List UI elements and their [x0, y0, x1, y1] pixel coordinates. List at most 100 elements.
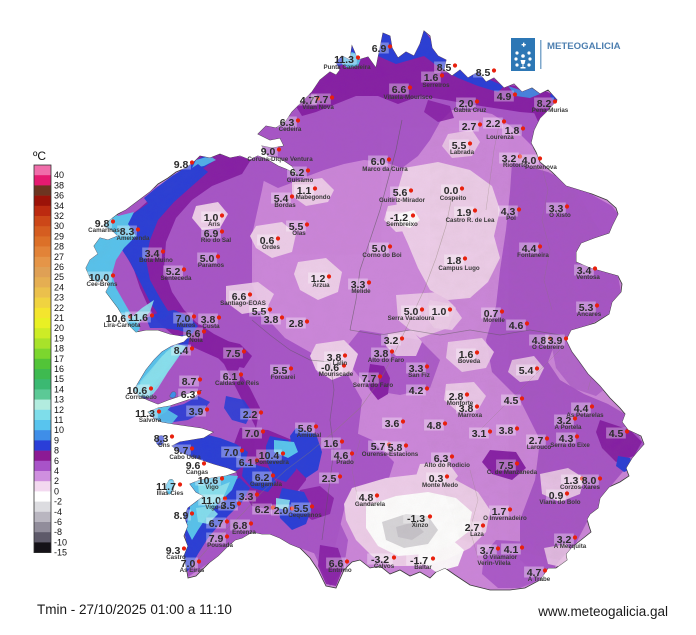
svg-text:Pena Murias: Pena Murias	[532, 107, 569, 114]
svg-text:8.2: 8.2	[537, 98, 552, 110]
svg-text:Cangas: Cangas	[186, 469, 209, 476]
svg-text:Serreiros: Serreiros	[422, 82, 450, 89]
svg-text:4.9: 4.9	[497, 91, 512, 103]
svg-text:9.7: 9.7	[174, 445, 189, 457]
svg-text:6.6: 6.6	[329, 558, 344, 570]
svg-text:6.3: 6.3	[280, 117, 295, 129]
svg-text:4.6: 4.6	[334, 450, 349, 462]
svg-text:Castro R. de Lea: Castro R. de Lea	[446, 217, 495, 224]
svg-text:Muros: Muros	[177, 322, 196, 329]
svg-text:23: 23	[54, 293, 64, 303]
svg-text:1.6: 1.6	[324, 438, 339, 450]
svg-text:36: 36	[54, 191, 64, 201]
svg-text:4.8: 4.8	[359, 492, 374, 504]
svg-text:6.8: 6.8	[233, 520, 248, 532]
svg-text:Cabo Udra: Cabo Udra	[169, 454, 201, 461]
svg-text:5.3: 5.3	[579, 302, 594, 314]
svg-text:3.2: 3.2	[557, 534, 572, 546]
svg-text:38: 38	[54, 180, 64, 190]
svg-text:2.8: 2.8	[449, 391, 464, 403]
svg-text:5.8: 5.8	[388, 442, 403, 454]
svg-text:1.3: 1.3	[564, 475, 579, 487]
svg-text:Cospeito: Cospeito	[440, 195, 467, 202]
svg-text:4.0: 4.0	[522, 155, 537, 167]
svg-text:-6: -6	[54, 517, 62, 527]
svg-text:4.3: 4.3	[501, 206, 516, 218]
svg-text:Entrimo: Entrimo	[328, 567, 352, 574]
svg-text:7.9: 7.9	[209, 533, 224, 545]
svg-text:Baltar: Baltar	[414, 564, 432, 571]
svg-text:5.4: 5.4	[519, 365, 534, 377]
svg-text:3.5: 3.5	[221, 500, 236, 512]
svg-text:Tmin - 27/10/2025 01:00 a 11:1: Tmin - 27/10/2025 01:00 a 11:10	[37, 602, 232, 617]
svg-text:1.9: 1.9	[457, 207, 472, 219]
svg-text:Forcarei: Forcarei	[271, 374, 296, 381]
svg-text:5.6: 5.6	[393, 187, 408, 199]
svg-text:3.8: 3.8	[459, 403, 474, 415]
svg-text:7.0: 7.0	[245, 428, 260, 440]
svg-text:7.5: 7.5	[226, 348, 241, 360]
svg-text:7.7: 7.7	[362, 373, 377, 385]
svg-text:3.8: 3.8	[374, 348, 389, 360]
svg-text:34: 34	[54, 201, 64, 211]
svg-text:4.7: 4.7	[300, 95, 315, 107]
svg-text:Ordes: Ordes	[262, 244, 280, 251]
svg-text:Fontaneira: Fontaneira	[517, 252, 549, 259]
svg-text:Xinzo: Xinzo	[412, 522, 429, 529]
svg-text:Ameixenda: Ameixenda	[116, 235, 150, 242]
svg-text:6.2: 6.2	[290, 167, 305, 179]
svg-text:Lourenza: Lourenza	[486, 134, 514, 141]
svg-text:Entenza: Entenza	[232, 529, 256, 536]
svg-text:2.2: 2.2	[486, 118, 501, 130]
svg-text:A Mezquita: A Mezquita	[554, 543, 587, 550]
svg-text:5.0: 5.0	[200, 253, 215, 265]
svg-text:Verin-Vilela: Verin-Vilela	[477, 560, 511, 567]
svg-text:As Eiras: As Eiras	[180, 567, 205, 574]
svg-text:16: 16	[54, 364, 64, 374]
svg-text:METEOGALICIA: METEOGALICIA	[547, 41, 621, 52]
svg-text:3.2: 3.2	[384, 335, 399, 347]
svg-text:Castro: Castro	[166, 554, 186, 561]
svg-text:Riotorto: Riotorto	[503, 162, 527, 169]
svg-text:Coruna-Dique Ventura: Coruna-Dique Ventura	[247, 156, 313, 163]
svg-text:Vilan Nova: Vilan Nova	[302, 104, 334, 111]
svg-text:3.7: 3.7	[480, 545, 495, 557]
svg-text:-15: -15	[54, 548, 67, 558]
svg-text:9: 9	[54, 435, 59, 445]
svg-text:0.3: 0.3	[429, 473, 444, 485]
svg-text:30: 30	[54, 221, 64, 231]
svg-text:Custa: Custa	[202, 323, 220, 330]
svg-text:1.8: 1.8	[505, 125, 520, 137]
svg-text:10: 10	[54, 425, 64, 435]
svg-text:Aris: Aris	[208, 221, 221, 228]
svg-text:14: 14	[54, 384, 64, 394]
svg-text:29: 29	[54, 231, 64, 241]
svg-text:6.6: 6.6	[186, 328, 201, 340]
svg-text:www.meteogalicia.gal: www.meteogalicia.gal	[537, 604, 668, 619]
svg-text:3.3: 3.3	[549, 203, 564, 215]
svg-text:9.8: 9.8	[95, 218, 110, 230]
svg-text:3.8: 3.8	[327, 352, 342, 364]
svg-text:7.7: 7.7	[314, 94, 329, 106]
svg-text:-2: -2	[54, 497, 62, 507]
svg-text:3.2: 3.2	[502, 153, 517, 165]
svg-text:Pontenova: Pontenova	[525, 164, 557, 171]
svg-text:Cequelinos: Cequelinos	[288, 512, 322, 519]
svg-text:-3.2: -3.2	[371, 554, 389, 566]
svg-text:Illas Cies: Illas Cies	[157, 490, 184, 497]
svg-text:Pol: Pol	[506, 215, 516, 222]
svg-text:8.3: 8.3	[154, 433, 169, 445]
svg-text:Corno do Boi: Corno do Boi	[362, 252, 401, 259]
svg-text:3.9: 3.9	[548, 335, 563, 347]
svg-text:Alto do Rodicio: Alto do Rodicio	[424, 462, 470, 469]
svg-text:2.8: 2.8	[289, 318, 304, 330]
svg-text:3.8: 3.8	[499, 425, 514, 437]
svg-text:9.6: 9.6	[186, 460, 201, 472]
svg-text:20: 20	[54, 323, 64, 333]
svg-text:4.8: 4.8	[427, 420, 442, 432]
svg-text:11.0: 11.0	[201, 495, 221, 507]
svg-text:10.6: 10.6	[106, 313, 127, 325]
svg-text:3.3: 3.3	[239, 491, 254, 503]
svg-text:6.1: 6.1	[223, 371, 238, 383]
svg-text:1.2: 1.2	[311, 273, 326, 285]
